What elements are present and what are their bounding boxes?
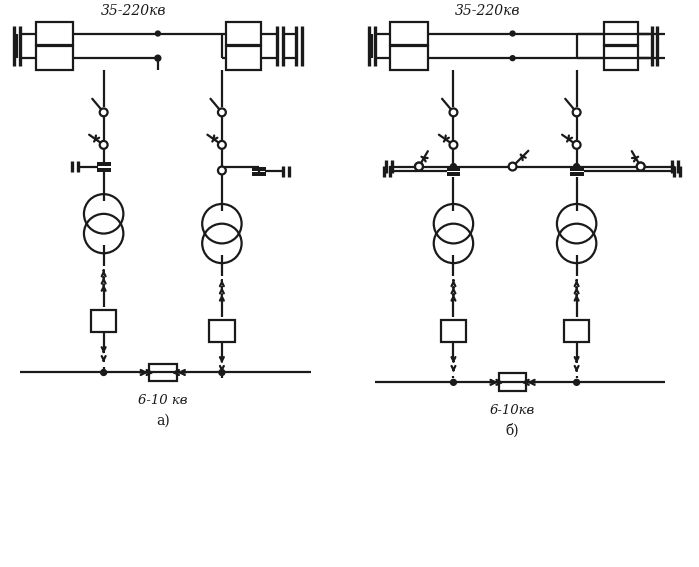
Circle shape: [101, 370, 107, 375]
Text: 35-220кв: 35-220кв: [101, 4, 166, 18]
Circle shape: [449, 141, 457, 149]
Text: 6-10кв: 6-10кв: [490, 404, 535, 417]
Circle shape: [100, 108, 108, 116]
Circle shape: [572, 108, 581, 116]
Bar: [564, 320, 589, 342]
Text: а): а): [156, 414, 170, 428]
Circle shape: [637, 163, 644, 171]
Circle shape: [450, 164, 456, 170]
Circle shape: [415, 163, 423, 171]
Circle shape: [572, 141, 581, 149]
Bar: [209, 320, 235, 342]
Bar: [604, 46, 638, 70]
Bar: [499, 374, 526, 391]
Circle shape: [155, 31, 160, 36]
Text: 6-10 кв: 6-10 кв: [138, 394, 187, 407]
Bar: [440, 320, 466, 342]
Bar: [391, 22, 428, 45]
Circle shape: [218, 141, 226, 149]
Text: б): б): [506, 424, 519, 438]
Bar: [91, 310, 117, 332]
Circle shape: [510, 56, 515, 61]
Circle shape: [155, 55, 161, 61]
Bar: [36, 46, 73, 70]
Circle shape: [218, 167, 226, 175]
Circle shape: [574, 379, 579, 386]
Circle shape: [510, 31, 515, 36]
Bar: [604, 22, 638, 45]
Bar: [226, 46, 261, 70]
Text: 35-220кв: 35-220кв: [455, 4, 521, 18]
Circle shape: [449, 108, 457, 116]
Circle shape: [450, 379, 456, 386]
Bar: [391, 46, 428, 70]
Circle shape: [509, 163, 517, 171]
Circle shape: [218, 108, 226, 116]
Circle shape: [219, 370, 225, 375]
Circle shape: [574, 164, 579, 170]
Circle shape: [637, 163, 644, 171]
Bar: [36, 22, 73, 45]
Circle shape: [415, 163, 423, 171]
Bar: [149, 363, 177, 382]
Bar: [226, 22, 261, 45]
Circle shape: [100, 141, 108, 149]
